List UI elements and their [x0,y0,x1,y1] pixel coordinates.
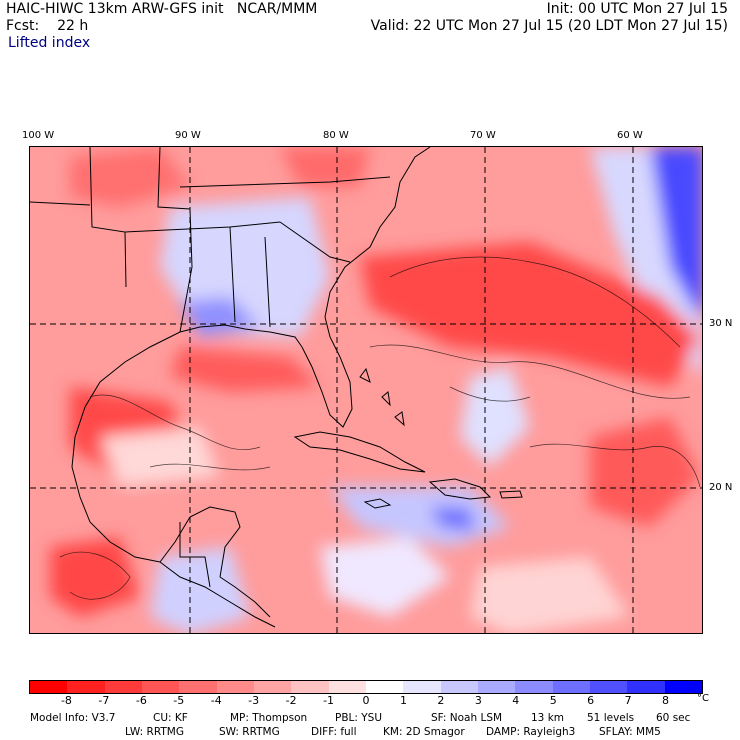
colorbar-tick-label: -1 [323,694,335,707]
footer-item: Model Info: V3.7 [30,712,116,724]
footer-item: CU: KF [153,712,188,724]
colorbar-tick-label: 3 [474,694,482,707]
colorbar-tick-label: -7 [98,694,110,707]
colorbar-swatch [328,681,366,693]
footer-item: MP: Thompson [230,712,308,724]
footer-item: SW: RRTMG [219,726,280,738]
footer-item: SF: Noah LSM [431,712,503,724]
colorbar-swatch [589,681,628,693]
colorbar-swatch [67,681,105,693]
colorbar-tick-label: 1 [399,694,407,707]
colorbar-tick-label: -4 [210,694,222,707]
colorbar-swatch [664,681,702,693]
footer-item: 13 km [531,712,565,724]
field-shading [50,147,702,633]
colorbar-unit: °C [697,693,709,704]
colorbar-swatch [477,681,516,693]
lon-label-90w: 90 W [175,130,201,141]
footer-item: DIFF: full [311,726,357,738]
org-name: NCAR/MMM [236,1,318,17]
lifted-index-map [29,146,703,634]
forecast-hour: Fcst: 22 h [6,18,88,34]
lon-label-100w: 100 W [22,130,55,141]
colorbar-tick-label: -5 [173,694,185,707]
colorbar-tick-label: -6 [135,694,147,707]
colorbar-swatch [515,681,553,693]
colorbar-swatch [253,681,292,693]
colorbar-swatch [552,681,590,693]
init-time: Init: 00 UTC Mon 27 Jul 15 [546,1,728,17]
valid-time: Valid: 22 UTC Mon 27 Jul 15 (20 LDT Mon … [370,18,728,34]
colorbar-swatch [30,681,68,693]
fcst-label: Fcst: [6,18,40,34]
footer-item: 51 levels [587,712,635,724]
footer-item: SFLAY: MM5 [599,726,661,738]
colorbar-swatch [104,681,142,693]
colorbar-tick-label: -2 [285,694,297,707]
lon-label-60w: 60 W [617,130,643,141]
colorbar-swatch [141,681,180,693]
model-name: HAIC-HIWC 13km ARW-GFS init [6,1,224,17]
footer-item: DAMP: Rayleigh3 [486,726,576,738]
colorbar-swatch [440,681,478,693]
colorbar-tick-label: -3 [248,694,260,707]
field-name: Lifted index [8,35,91,51]
colorbar-swatch [403,681,441,693]
colorbar-tick-label: 7 [624,694,632,707]
fcst-value: 22 h [57,18,89,34]
colorbar-tick-label: 2 [437,694,445,707]
footer-item: KM: 2D Smagor [383,726,465,738]
colorbar-swatch [627,681,665,693]
lat-label-30n: 30 N [709,318,733,329]
lon-label-70w: 70 W [470,130,496,141]
colorbar-tick-label: 0 [362,694,370,707]
colorbar-swatch [291,681,329,693]
colorbar-tick-label: 8 [662,694,670,707]
colorbar-tick-label: 4 [512,694,520,707]
colorbar-tick-label: -8 [60,694,72,707]
lat-lon-grid [30,147,702,633]
footer-item: LW: RRTMG [125,726,184,738]
map-field-svg [30,147,702,633]
header-title: HAIC-HIWC 13km ARW-GFS init NCAR/MMM [6,1,317,17]
colorbar-tick-label: 5 [549,694,557,707]
lat-label-20n: 20 N [709,482,733,493]
footer-item: PBL: YSU [335,712,383,724]
colorbar-swatch [216,681,254,693]
footer-item: 60 sec [656,712,691,724]
colorbar-tick-label: 6 [587,694,595,707]
colorbar [29,680,703,694]
colorbar-swatch [365,681,404,693]
contour-lines [59,256,701,600]
coastlines [30,147,523,628]
lon-label-80w: 80 W [323,130,349,141]
colorbar-swatch [179,681,217,693]
